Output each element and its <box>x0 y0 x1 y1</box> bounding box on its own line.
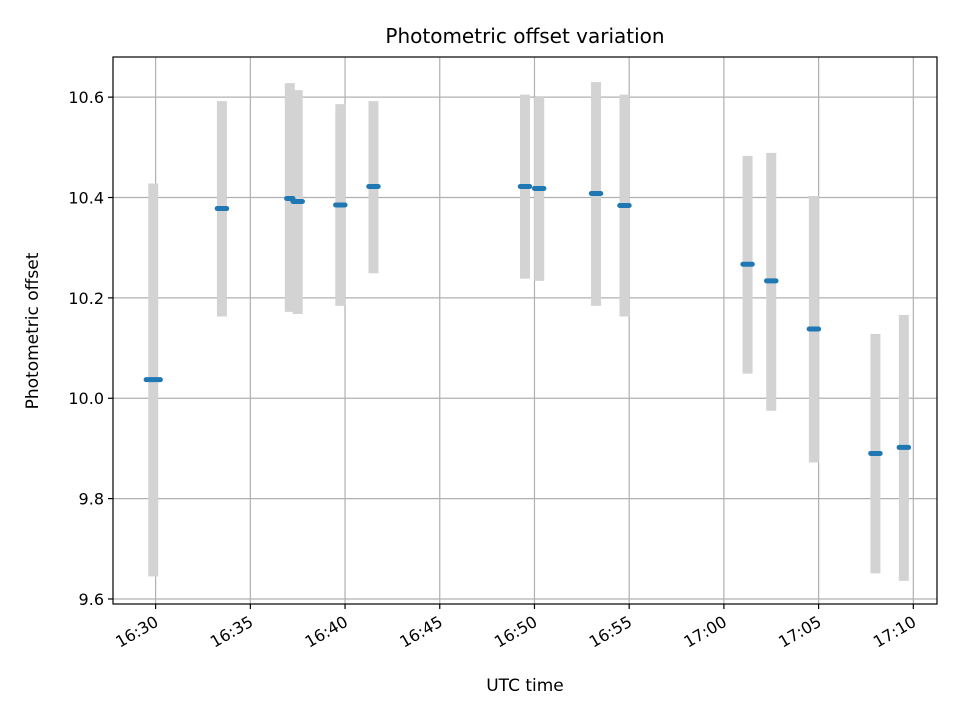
y-tick-label: 9.6 <box>79 590 104 609</box>
y-tick-label: 10.4 <box>68 189 104 208</box>
x-axis-label: UTC time <box>486 676 564 696</box>
data-markers <box>143 183 912 456</box>
y-axis-ticks: 9.6 9.8 10.0 10.2 10.4 10.6 <box>68 88 113 609</box>
y-tick-label: 10.0 <box>68 389 104 408</box>
y-tick-label: 9.8 <box>79 490 104 509</box>
y-tick-label: 10.2 <box>68 289 104 308</box>
y-axis-label: Photometric offset <box>23 252 43 409</box>
chart-title: Photometric offset variation <box>385 24 664 48</box>
plot-frame <box>112 56 938 605</box>
y-tick-label: 10.6 <box>68 88 104 107</box>
